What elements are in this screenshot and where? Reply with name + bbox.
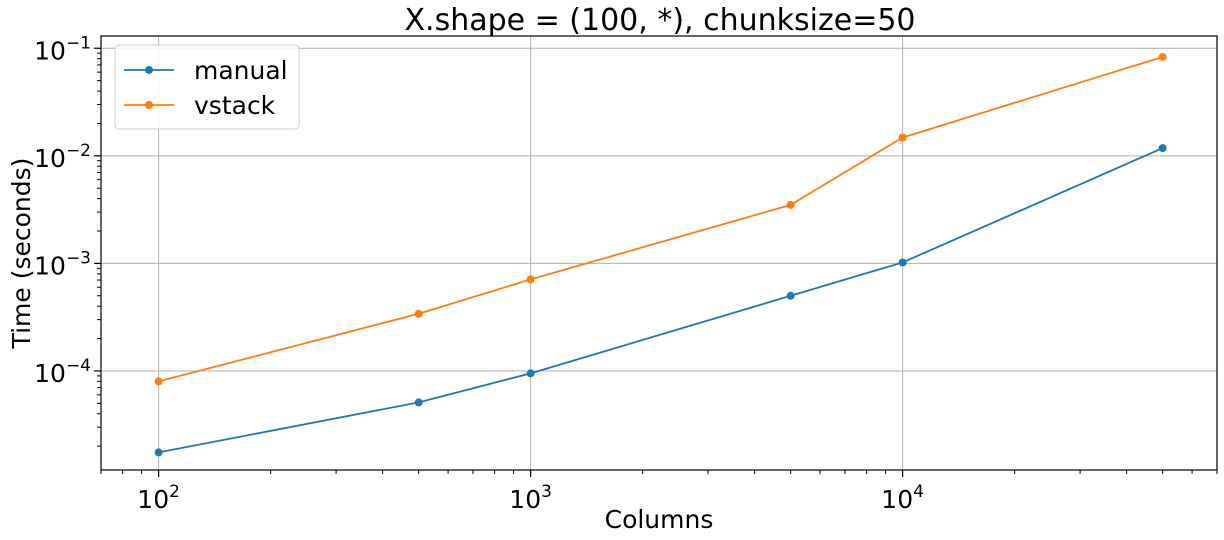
legend-label-vstack: vstack	[194, 91, 276, 120]
y-axis-label: Time (seconds)	[7, 158, 36, 350]
data-point-vstack	[1158, 52, 1167, 61]
chart-title: X.shape = (100, *), chunksize=50	[404, 3, 915, 38]
x-axis-label: Columns	[605, 505, 714, 534]
data-point-manual	[786, 291, 795, 300]
data-point-manual	[1158, 144, 1167, 153]
legend-box	[114, 44, 300, 130]
x-tick-label: 102	[137, 482, 180, 514]
x-tick-label: 103	[509, 482, 552, 514]
y-tick-label: 10−4	[34, 356, 91, 388]
data-point-manual	[414, 398, 423, 407]
legend-label-manual: manual	[194, 56, 288, 85]
legend-marker-vstack	[145, 101, 153, 109]
data-point-manual	[526, 369, 535, 378]
legend: manual vstack	[114, 44, 300, 130]
plot-area: 102 103 104 10−4 10−3 10−2 10−1 manual vstack	[34, 33, 1218, 514]
data-point-vstack	[898, 133, 907, 142]
y-tick-label: 10−2	[34, 141, 91, 173]
data-point-vstack	[786, 200, 795, 209]
y-tick-label: 10−1	[34, 33, 91, 65]
data-point-vstack	[526, 275, 535, 284]
y-tick-label: 10−3	[34, 248, 91, 280]
series-line-vstack	[158, 56, 1163, 383]
data-point-vstack	[414, 309, 423, 318]
data-point-manual	[898, 258, 907, 267]
plot-frame	[100, 35, 1218, 471]
data-point-vstack	[154, 377, 163, 386]
data-point-manual	[154, 448, 163, 457]
series-line-manual	[158, 147, 1164, 454]
x-tick-label: 104	[881, 482, 924, 514]
legend-marker-manual	[145, 66, 153, 74]
